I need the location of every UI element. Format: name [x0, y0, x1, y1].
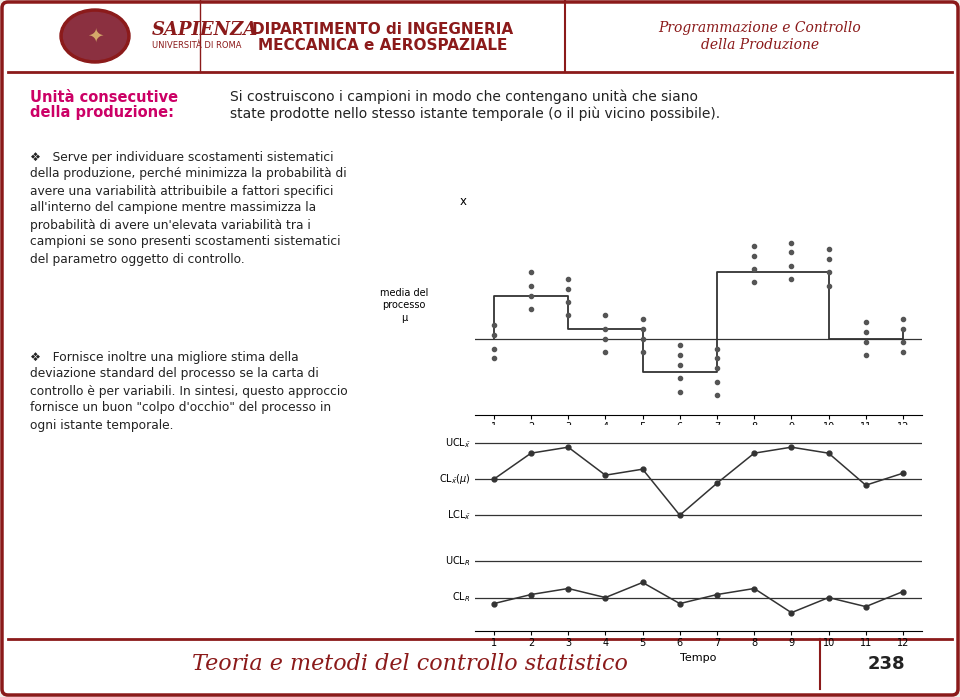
Point	[821, 267, 836, 278]
X-axis label: Tempo: Tempo	[681, 437, 716, 447]
Text: UCL$_{\bar{x}}$: UCL$_{\bar{x}}$	[445, 436, 470, 450]
Text: della produzione, perché minimizza la probabilità di: della produzione, perché minimizza la pr…	[30, 167, 347, 181]
Point	[821, 280, 836, 291]
Point	[598, 323, 613, 334]
Point	[486, 330, 501, 341]
Text: Programmazione e Controllo: Programmazione e Controllo	[659, 21, 861, 35]
Point	[896, 313, 911, 324]
Text: LCL$_{\bar{x}}$: LCL$_{\bar{x}}$	[447, 508, 470, 522]
Point	[598, 309, 613, 321]
Text: ✦: ✦	[86, 26, 103, 45]
Point	[747, 263, 762, 275]
Text: Si costruiscono i campioni in modo che contengano unità che siano: Si costruiscono i campioni in modo che c…	[230, 90, 698, 105]
Text: UCL$_{R}$: UCL$_{R}$	[445, 554, 470, 568]
Text: della produzione:: della produzione:	[30, 105, 174, 121]
Point	[783, 260, 799, 271]
Point	[896, 336, 911, 347]
Point	[858, 326, 874, 337]
Text: DIPARTIMENTO di INGEGNERIA: DIPARTIMENTO di INGEGNERIA	[252, 22, 514, 36]
Point	[709, 376, 725, 387]
Text: MECCANICA e AEROSPAZIALE: MECCANICA e AEROSPAZIALE	[258, 38, 508, 54]
Point	[672, 386, 687, 397]
Point	[821, 254, 836, 265]
Text: del parametro oggetto di controllo.: del parametro oggetto di controllo.	[30, 252, 245, 266]
Point	[523, 267, 539, 278]
Text: state prodotte nello stesso istante temporale (o il più vicino possibile).: state prodotte nello stesso istante temp…	[230, 107, 720, 121]
Point	[783, 237, 799, 248]
Text: ❖   Fornisce inoltre una migliore stima della: ❖ Fornisce inoltre una migliore stima de…	[30, 351, 299, 364]
Point	[672, 360, 687, 371]
Text: media del
processo
μ: media del processo μ	[379, 288, 428, 323]
Point	[635, 333, 650, 344]
Text: Teoria e metodi del controllo statistico: Teoria e metodi del controllo statistico	[192, 653, 628, 675]
Point	[561, 283, 576, 294]
Text: avere una variabilità attribuibile a fattori specifici: avere una variabilità attribuibile a fat…	[30, 185, 333, 197]
Point	[858, 349, 874, 361]
Text: ogni istante temporale.: ogni istante temporale.	[30, 418, 174, 431]
Text: UNIVERSITÀ DI ROMA: UNIVERSITÀ DI ROMA	[152, 42, 242, 50]
X-axis label: Tempo: Tempo	[681, 653, 716, 664]
Point	[747, 240, 762, 252]
Point	[821, 243, 836, 254]
Point	[561, 273, 576, 284]
Text: campioni se sono presenti scostamenti sistematici: campioni se sono presenti scostamenti si…	[30, 236, 341, 249]
Ellipse shape	[60, 9, 130, 63]
Text: della Produzione: della Produzione	[701, 38, 819, 52]
Point	[709, 343, 725, 354]
Point	[523, 303, 539, 314]
Point	[858, 336, 874, 347]
Text: 238: 238	[867, 655, 905, 673]
Point	[561, 297, 576, 308]
Point	[598, 346, 613, 358]
Point	[598, 333, 613, 344]
Point	[672, 349, 687, 361]
Point	[486, 343, 501, 354]
Text: (a): (a)	[690, 472, 707, 485]
Text: fornisce un buon "colpo d'occhio" del processo in: fornisce un buon "colpo d'occhio" del pr…	[30, 401, 331, 415]
Text: controllo è per variabili. In sintesi, questo approccio: controllo è per variabili. In sintesi, q…	[30, 385, 348, 397]
Point	[635, 346, 650, 358]
Point	[486, 353, 501, 364]
Point	[672, 373, 687, 384]
Text: probabilità di avere un'elevata variabilità tra i: probabilità di avere un'elevata variabil…	[30, 218, 311, 231]
Point	[747, 277, 762, 288]
Point	[672, 339, 687, 351]
Point	[635, 323, 650, 334]
Text: CL$_{R}$: CL$_{R}$	[452, 590, 470, 604]
Text: CL$_{\bar{x}}$($\mu$): CL$_{\bar{x}}$($\mu$)	[439, 472, 470, 487]
Point	[896, 346, 911, 358]
Point	[561, 309, 576, 321]
Point	[858, 316, 874, 328]
Point	[523, 290, 539, 301]
Point	[709, 362, 725, 374]
Point	[896, 323, 911, 334]
Text: deviazione standard del processo se la carta di: deviazione standard del processo se la c…	[30, 367, 319, 381]
Point	[783, 273, 799, 284]
Text: Unità consecutive: Unità consecutive	[30, 89, 179, 105]
Text: all'interno del campione mentre massimizza la: all'interno del campione mentre massimiz…	[30, 201, 316, 215]
Point	[486, 320, 501, 331]
Point	[523, 280, 539, 291]
Point	[783, 247, 799, 258]
Text: x: x	[459, 195, 467, 208]
Point	[635, 313, 650, 324]
Point	[747, 250, 762, 261]
Text: ❖   Serve per individuare scostamenti sistematici: ❖ Serve per individuare scostamenti sist…	[30, 151, 333, 164]
Point	[709, 389, 725, 400]
Ellipse shape	[63, 13, 127, 59]
Text: SAPIENZA: SAPIENZA	[152, 21, 258, 39]
Point	[709, 353, 725, 364]
